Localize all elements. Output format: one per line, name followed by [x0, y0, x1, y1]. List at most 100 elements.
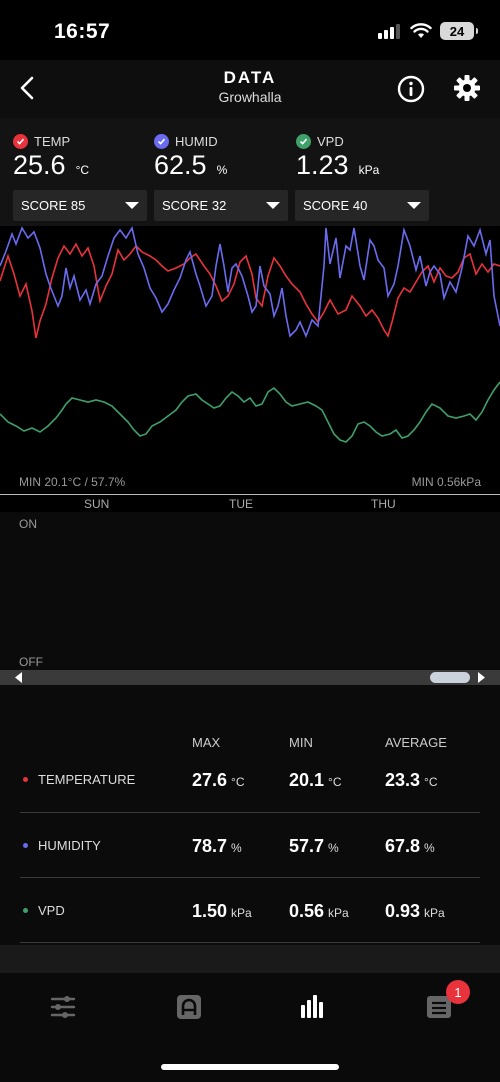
- stat-unit: kPa: [231, 906, 252, 920]
- reading-unit: kPa: [358, 163, 380, 177]
- wifi-icon: [410, 23, 432, 38]
- stat-humid-min: 57.7%: [289, 836, 339, 857]
- sensor-chart[interactable]: MIN 20.1°C / 57.7% MIN 0.56kPa: [0, 226, 500, 496]
- reading-label: HUMID: [175, 134, 218, 149]
- reading-unit: %: [216, 163, 228, 177]
- stat-vpd-max: 1.50 kPa: [192, 901, 252, 922]
- page-title: DATA: [223, 68, 277, 87]
- col-header-min: MIN: [289, 735, 313, 750]
- col-header-max: MAX: [192, 735, 221, 750]
- section-separator: [0, 945, 500, 973]
- stats-label: HUMIDITY: [38, 838, 101, 853]
- stat-vpd-min: 0.56 kPa: [289, 901, 349, 922]
- stat-humid-avg: 67.8%: [385, 836, 435, 857]
- status-time: 16:57: [54, 20, 111, 43]
- tab-notifications-icon[interactable]: [424, 992, 454, 1022]
- stats-label: VPD: [38, 903, 65, 918]
- score-dropdown-vpd[interactable]: SCORE 40: [295, 190, 429, 221]
- stat-humid-max: 78.7%: [192, 836, 242, 857]
- reading-value: 62.5: [154, 150, 207, 180]
- header-bar: [0, 60, 500, 118]
- stat-temp-max: 27.6 °C: [192, 770, 245, 791]
- stat-value: 1.50: [192, 901, 228, 921]
- score-label: SCORE 85: [21, 198, 86, 213]
- stat-temp-avg: 23.3 °C: [385, 770, 438, 791]
- stat-unit: %: [231, 841, 242, 855]
- scroll-thumb[interactable]: [430, 672, 470, 683]
- temp-dot-icon: [23, 777, 28, 782]
- stat-unit: °C: [424, 775, 438, 789]
- gear-icon[interactable]: [452, 73, 482, 103]
- check-icon: [296, 134, 311, 149]
- tab-device-icon[interactable]: [174, 992, 204, 1022]
- stat-unit: °C: [328, 775, 342, 789]
- stat-value: 67.8: [385, 836, 421, 856]
- switch-off-label: OFF: [19, 655, 43, 669]
- stat-value: 0.93: [385, 901, 421, 921]
- stat-value: 78.7: [192, 836, 228, 856]
- series-line-vpd: [0, 381, 500, 443]
- stat-unit: %: [328, 841, 339, 855]
- chart-scrollbar[interactable]: [0, 670, 500, 685]
- tab-bar: [0, 973, 500, 1082]
- stat-value: 0.56: [289, 901, 325, 921]
- min-label-right: MIN 0.56kPa: [412, 475, 482, 489]
- stat-unit: kPa: [424, 906, 445, 920]
- score-label: SCORE 32: [162, 198, 227, 213]
- score-label: SCORE 40: [303, 198, 368, 213]
- reading-vpd[interactable]: VPD 1.23 kPa: [296, 134, 379, 181]
- score-dropdown-temp[interactable]: SCORE 85: [13, 190, 147, 221]
- switch-timeline: ON OFF: [0, 512, 500, 672]
- row-divider: [20, 877, 480, 878]
- day-label: TUE: [229, 497, 253, 511]
- stat-value: 27.6: [192, 770, 228, 790]
- reading-label: VPD: [317, 134, 344, 149]
- stat-value: 57.7: [289, 836, 325, 856]
- scroll-right-icon[interactable]: [477, 672, 485, 683]
- reading-value: 1.23: [296, 150, 349, 180]
- stat-value: 20.1: [289, 770, 325, 790]
- stats-panel: [0, 685, 500, 945]
- row-divider: [20, 942, 480, 943]
- battery-icon: 24: [440, 22, 478, 40]
- stat-unit: %: [424, 841, 435, 855]
- stats-row-label: HUMIDITY: [23, 838, 101, 853]
- day-axis: SUN TUE THU: [0, 494, 500, 514]
- stats-label: TEMPERATURE: [38, 772, 136, 787]
- cellular-signal-icon: [378, 24, 400, 39]
- tab-data-chart-icon[interactable]: [298, 992, 328, 1022]
- reading-temp[interactable]: TEMP 25.6 °C: [13, 134, 89, 181]
- home-indicator[interactable]: [161, 1064, 339, 1070]
- day-label: THU: [371, 497, 396, 511]
- notification-badge: 1: [446, 980, 470, 1004]
- stat-value: 23.3: [385, 770, 421, 790]
- day-label: SUN: [84, 497, 110, 511]
- switch-on-label: ON: [19, 517, 37, 531]
- row-divider: [20, 812, 480, 813]
- series-line-humid: [0, 226, 500, 339]
- stat-unit: °C: [231, 775, 245, 789]
- stat-unit: kPa: [328, 906, 349, 920]
- dropdown-arrow-icon: [407, 202, 421, 209]
- scroll-left-icon[interactable]: [15, 672, 23, 683]
- stat-vpd-avg: 0.93 kPa: [385, 901, 445, 922]
- reading-humid[interactable]: HUMID 62.5%: [154, 134, 227, 181]
- stats-row-label: VPD: [23, 903, 65, 918]
- series-line-temp: [0, 242, 500, 339]
- dropdown-arrow-icon: [266, 202, 280, 209]
- reading-label: TEMP: [34, 134, 71, 149]
- humid-dot-icon: [23, 843, 28, 848]
- reading-unit: °C: [75, 163, 90, 177]
- info-icon[interactable]: [396, 74, 426, 104]
- device-name: Growhalla: [218, 89, 282, 105]
- col-header-average: AVERAGE: [385, 735, 447, 750]
- min-label-left: MIN 20.1°C / 57.7%: [19, 475, 126, 489]
- back-icon[interactable]: [14, 74, 42, 102]
- vpd-dot-icon: [23, 908, 28, 913]
- stat-temp-min: 20.1 °C: [289, 770, 342, 791]
- status-icons: 24: [378, 22, 478, 40]
- check-icon: [13, 134, 28, 149]
- score-dropdown-humid[interactable]: SCORE 32: [154, 190, 288, 221]
- tab-controls-sliders-icon[interactable]: [48, 992, 78, 1022]
- reading-value: 25.6: [13, 150, 66, 180]
